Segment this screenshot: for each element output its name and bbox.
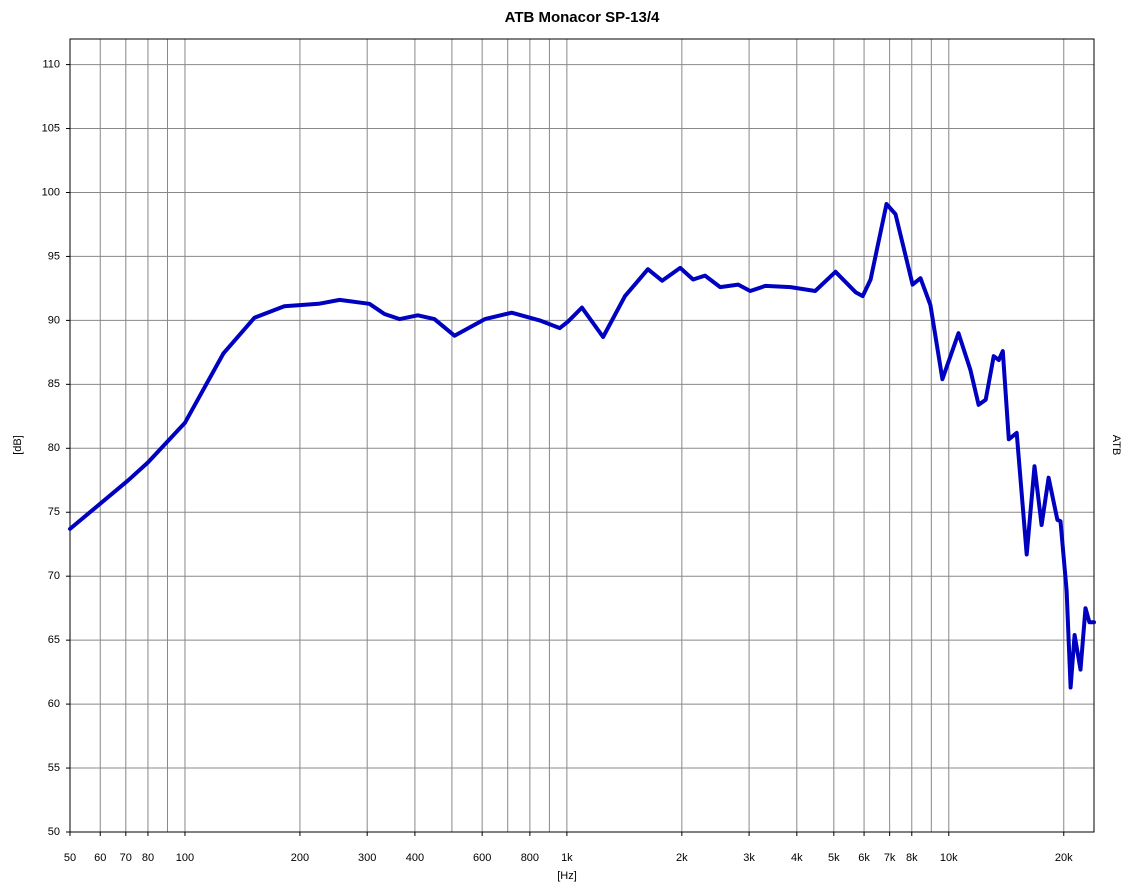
y-tick-label: 70 — [48, 570, 60, 582]
x-tick-label: 4k — [791, 852, 803, 864]
x-tick-label: 200 — [291, 852, 309, 864]
x-tick-label: 600 — [473, 852, 491, 864]
x-tick-label: 400 — [406, 852, 424, 864]
x-tick-label: 6k — [858, 852, 870, 864]
y-tick-label: 50 — [48, 826, 60, 838]
y-tick-label: 105 — [42, 122, 60, 134]
chart-title: ATB Monacor SP-13/4 — [505, 9, 660, 26]
x-tick-label: 50 — [64, 852, 76, 864]
y-tick-label: 110 — [42, 58, 60, 70]
x-axis-label: [Hz] — [557, 870, 577, 882]
x-tick-label: 8k — [906, 852, 918, 864]
y-tick-label: 55 — [48, 762, 60, 774]
x-tick-label: 20k — [1055, 852, 1073, 864]
y-tick-label: 60 — [48, 698, 60, 710]
y-tick-label: 85 — [48, 378, 60, 390]
y2-axis-label: ATB — [1110, 435, 1122, 456]
x-tick-label: 300 — [358, 852, 376, 864]
response-line — [68, 202, 1096, 690]
x-tick-label: 2k — [676, 852, 688, 864]
plot-frame — [69, 38, 1095, 833]
x-tick-label: 100 — [176, 852, 194, 864]
x-tick-label: 5k — [828, 852, 840, 864]
x-tick-label: 60 — [94, 852, 106, 864]
y-tick-label: 95 — [48, 250, 60, 262]
x-tick-label: 7k — [884, 852, 896, 864]
x-tick-label: 70 — [120, 852, 132, 864]
x-tick-label: 1k — [561, 852, 573, 864]
y-tick-label: 90 — [48, 314, 60, 326]
y-tick-label: 80 — [48, 442, 60, 454]
x-tick-label: 800 — [521, 852, 539, 864]
x-tick-label: 10k — [940, 852, 958, 864]
y-tick-label: 100 — [42, 186, 60, 198]
y-axis-label: [dB] — [12, 435, 24, 455]
x-tick-label: 80 — [142, 852, 154, 864]
y-tick-label: 65 — [48, 634, 60, 646]
x-tick-label: 3k — [743, 852, 755, 864]
y-tick-label: 75 — [48, 506, 60, 518]
